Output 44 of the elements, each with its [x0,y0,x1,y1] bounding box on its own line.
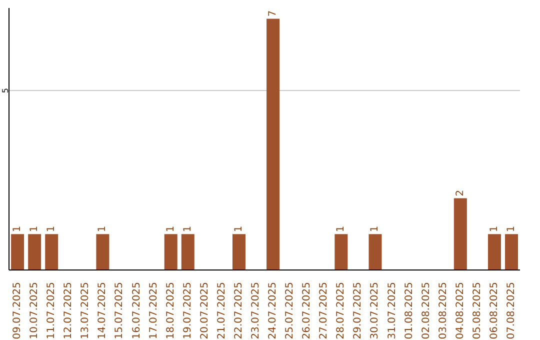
data-label: 1 [12,226,24,232]
x-tick-label: 03.08.2025 [438,282,449,340]
x-tick-label: 22.07.2025 [233,282,244,340]
x-tick-label: 23.07.2025 [250,282,262,340]
data-label: 1 [97,226,108,232]
x-tick-label: 19.07.2025 [182,282,194,340]
x-tick-label: 13.07.2025 [80,282,92,340]
x-tick-label: 14.07.2025 [97,282,108,340]
x-tick-label: 04.08.2025 [454,282,466,340]
x-tick-label: 27.07.2025 [318,282,330,340]
x-tick-label: 06.08.2025 [488,282,500,340]
x-tick-label: 17.07.2025 [148,282,160,340]
x-tick-label: 09.07.2025 [12,282,24,340]
x-tick-label: 05.08.2025 [472,282,483,340]
x-tick-label: 31.07.2025 [386,282,398,340]
data-label: 2 [454,190,466,196]
data-label: 1 [370,226,381,232]
x-tick-label: 24.07.2025 [268,282,279,340]
x-tick-label: 07.08.2025 [506,282,517,340]
x-tick-label: 18.07.2025 [165,282,176,340]
x-tick-label: 10.07.2025 [29,282,40,340]
x-tick-label: 21.07.2025 [216,282,228,340]
y-tick-label: 5 [1,88,10,94]
x-tick-label: 28.07.2025 [336,282,347,340]
x-tick-label: 16.07.2025 [131,282,142,340]
data-label: 1 [233,226,244,232]
data-label: 7 [268,10,279,17]
data-label: 1 [165,226,176,232]
x-tick-label: 11.07.2025 [46,282,58,340]
x-tick-label: 20.07.2025 [199,282,210,340]
x-tick-label: 25.07.2025 [284,282,296,340]
x-tick-label: 15.07.2025 [114,282,126,340]
data-label: 1 [182,226,194,232]
x-tick-label: 29.07.2025 [352,282,364,340]
data-label: 1 [488,226,500,232]
data-label: 1 [336,226,347,232]
x-tick-label: 26.07.2025 [302,282,313,340]
data-label: 1 [29,226,40,232]
x-tick-label: 01.08.2025 [404,282,415,340]
x-tick-label: 12.07.2025 [63,282,74,340]
data-label: 1 [46,226,58,232]
x-tick-label: 02.08.2025 [420,282,432,340]
x-tick-label: 30.07.2025 [370,282,381,340]
data-label: 1 [506,226,518,232]
